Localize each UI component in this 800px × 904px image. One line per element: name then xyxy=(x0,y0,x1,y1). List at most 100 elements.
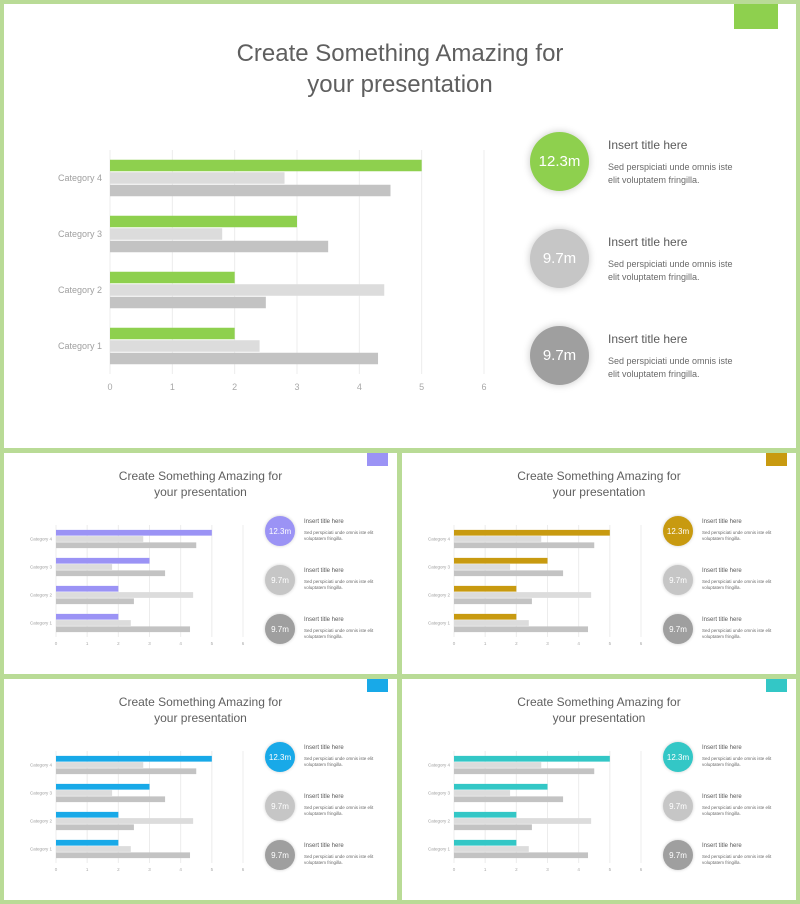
bar xyxy=(454,824,532,831)
x-tick-label: 1 xyxy=(484,867,487,872)
stat-circle: 12.3m xyxy=(530,132,589,191)
category-label: Category 2 xyxy=(428,593,451,598)
x-tick-label: 4 xyxy=(179,641,182,646)
bar xyxy=(56,557,150,564)
category-label: Category 1 xyxy=(58,341,102,351)
card-title: Insert title here xyxy=(304,843,344,849)
bar xyxy=(56,620,131,626)
card-title: Insert title here xyxy=(608,235,688,249)
card-title: Insert title here xyxy=(304,617,344,623)
slide-title: Create Something Amazing for your presen… xyxy=(4,469,397,500)
x-tick-label: 5 xyxy=(211,867,214,872)
category-label: Category 2 xyxy=(58,285,102,295)
stat-circle: 12.3m xyxy=(265,516,295,546)
category-label: Category 3 xyxy=(30,565,53,570)
card-title: Insert title here xyxy=(702,519,742,525)
bar xyxy=(56,852,191,859)
category-label: Category 3 xyxy=(428,791,451,796)
card-title: Insert title here xyxy=(608,332,688,346)
x-tick-label: 2 xyxy=(515,641,518,646)
bar xyxy=(454,613,517,620)
card-description: Sed perspiciati unde omnis iste elit vol… xyxy=(304,628,374,639)
x-tick-label: 2 xyxy=(117,867,120,872)
card-description: Sed perspiciati unde omnis iste elit vol… xyxy=(608,356,733,379)
category-label: Category 3 xyxy=(428,565,451,570)
bar xyxy=(454,811,517,818)
card-description: Sed perspiciati unde omnis iste elit vol… xyxy=(702,805,772,816)
card-description: Sed perspiciati unde omnis iste elit vol… xyxy=(608,162,733,185)
card-description: Sed perspiciati unde omnis iste elit vol… xyxy=(608,259,733,282)
slide-title: Create Something Amazing for your presen… xyxy=(402,695,796,726)
card-title: Insert title here xyxy=(702,617,742,623)
slide-title-line: your presentation xyxy=(154,710,247,725)
card-title: Insert title here xyxy=(304,519,344,525)
bar xyxy=(454,790,511,796)
category-label: Category 4 xyxy=(428,537,451,542)
bar xyxy=(454,620,529,626)
bar xyxy=(454,592,592,598)
card-description: Sed perspiciati unde omnis iste elit vol… xyxy=(304,530,374,541)
x-tick-label: 2 xyxy=(117,641,120,646)
accent-tab xyxy=(734,4,778,29)
bar xyxy=(454,762,542,768)
bar xyxy=(56,762,144,768)
slide-purple: Create Something Amazing for your presen… xyxy=(4,453,397,674)
bar xyxy=(454,846,529,852)
x-tick-label: 3 xyxy=(148,641,151,646)
card-description: Sed perspiciati unde omnis iste elit vol… xyxy=(702,628,772,639)
bar xyxy=(454,768,595,775)
bar xyxy=(56,592,194,598)
x-tick-label: 1 xyxy=(86,641,89,646)
slide-title-line: your presentation xyxy=(552,484,646,499)
card-title: Insert title here xyxy=(304,568,344,574)
x-tick-label: 2 xyxy=(515,867,518,872)
category-label: Category 1 xyxy=(428,621,451,626)
slide-title: Create Something Amazing for your presen… xyxy=(402,469,796,500)
bar xyxy=(56,536,144,542)
card-title: Insert title here xyxy=(702,568,742,574)
x-tick-label: 3 xyxy=(294,382,299,392)
stat-circle: 9.7m xyxy=(265,840,295,870)
x-tick-label: 4 xyxy=(577,867,580,872)
bar xyxy=(110,240,329,253)
card-title: Insert title here xyxy=(702,745,742,751)
x-tick-label: 4 xyxy=(577,641,580,646)
slide-title-line: your presentation xyxy=(154,484,247,499)
card-title: Insert title here xyxy=(702,794,742,800)
bar xyxy=(110,215,297,228)
bar xyxy=(56,529,212,536)
bar xyxy=(454,557,548,564)
bar xyxy=(110,271,235,284)
bar xyxy=(110,228,223,240)
bar xyxy=(454,564,511,570)
bar xyxy=(56,585,119,592)
bar xyxy=(56,613,119,620)
bar xyxy=(454,818,592,824)
accent-tab xyxy=(367,679,388,692)
bar xyxy=(56,564,113,570)
bar xyxy=(454,585,517,592)
stat-circle: 9.7m xyxy=(530,326,589,385)
x-tick-label: 6 xyxy=(640,867,643,872)
card-description: Sed perspiciati unde omnis iste elit vol… xyxy=(702,854,772,865)
card-description: Sed perspiciati unde omnis iste elit vol… xyxy=(304,854,374,865)
slide-teal: Create Something Amazing for your presen… xyxy=(402,679,796,900)
stat-circle: 9.7m xyxy=(265,614,295,644)
bar xyxy=(110,184,391,197)
bar xyxy=(454,755,610,762)
category-label: Category 4 xyxy=(428,763,451,768)
accent-tab xyxy=(766,453,787,466)
bar-chart: 0 1 2 3 4 5 6 Category 1 Category 2 Category 3 Cat… xyxy=(428,751,643,872)
bar xyxy=(56,542,197,549)
bar xyxy=(56,839,119,846)
category-label: Category 4 xyxy=(58,173,102,183)
category-label: Category 2 xyxy=(428,819,451,824)
slide-gold: Create Something Amazing for your presen… xyxy=(402,453,796,674)
x-tick-label: 3 xyxy=(546,641,549,646)
x-tick-label: 5 xyxy=(609,867,612,872)
category-label: Category 3 xyxy=(58,229,102,239)
x-tick-label: 1 xyxy=(484,641,487,646)
slide-title-line: Create Something Amazing for xyxy=(118,695,283,709)
stat-circle: 9.7m xyxy=(265,791,295,821)
bar xyxy=(110,327,235,340)
